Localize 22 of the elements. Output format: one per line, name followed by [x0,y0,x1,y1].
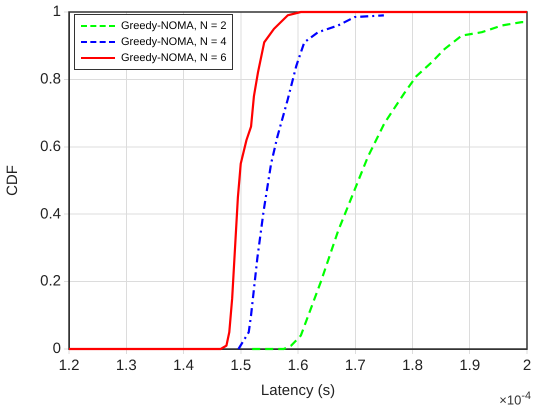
x-tick-label: 1.8 [402,357,423,374]
x-tick-label: 1.4 [173,357,194,374]
y-tick-label: 0.4 [40,205,61,222]
x-tick-label: 1.5 [230,357,252,374]
x-axis-title: Latency (s) [260,382,336,400]
x-tick-label: 1.3 [116,357,137,374]
legend-label: Greedy-NOMA, N = 4 [121,36,226,48]
y-tick-label: 0 [52,340,61,358]
x-tick-label: 1.2 [58,357,80,374]
legend-label: Greedy-NOMA, N = 6 [121,52,226,64]
x-tick-label: 1.6 [288,357,308,374]
y-tick-label: 1 [52,3,61,20]
x-tick-label: 1.9 [459,357,480,374]
legend-label: Greedy-NOMA, N = 2 [121,20,226,32]
line-series [237,14,385,350]
text: ×10$^{-4}$ [499,390,531,408]
x-tick-label: 1.7 [344,357,366,374]
x-tick-label: 2 [522,357,532,374]
y-tick-label: 0.8 [40,70,61,88]
y-tick-label: 0.6 [40,138,61,155]
y-tick-label: 0.2 [40,272,61,290]
y-axis-title: CDF [4,165,22,196]
